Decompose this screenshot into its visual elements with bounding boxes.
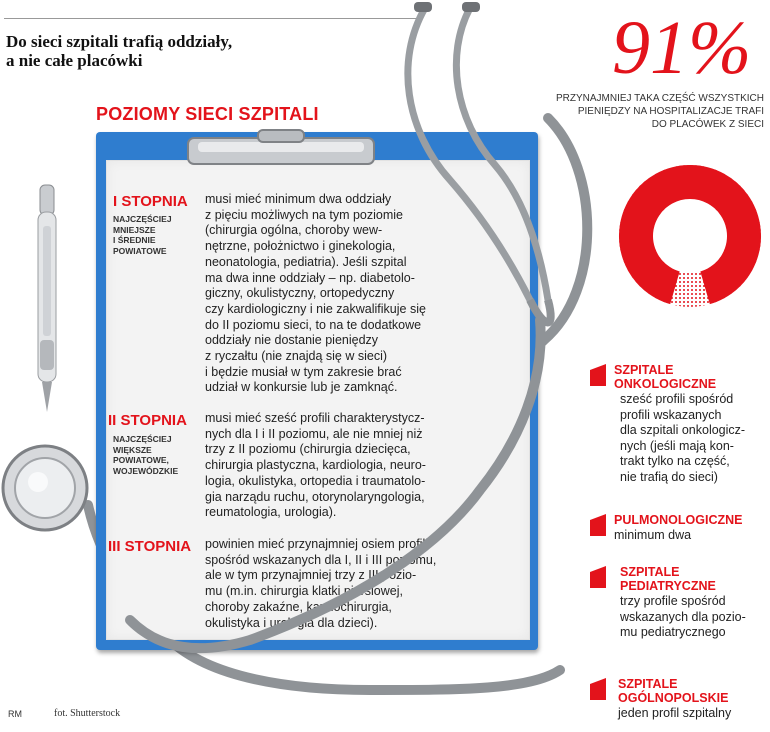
headline: Do sieci szpitali trafią oddziały, a nie… (6, 32, 232, 70)
fact-title: SZPITALE ONKOLOGICZNE (614, 363, 717, 391)
fact-title: SZPITALE PEDIATRYCZNE (620, 565, 716, 593)
percent-figure: 91% (612, 6, 752, 90)
headline-line-1: Do sieci szpitali trafią oddziały, (6, 32, 233, 51)
clipboard-paper (106, 160, 530, 640)
level-2-subtitle: NAJCZĘŚCIEJ WIĘKSZE POWIATOWE, WOJEWÓDZK… (113, 434, 179, 476)
fact-title: SZPITALE OGÓLNOPOLSKIE (618, 677, 729, 705)
red-marker-icon (590, 514, 606, 536)
chest-piece-icon (1, 444, 89, 532)
red-marker-icon (590, 566, 606, 588)
level-1-text: musi mieć minimum dwa oddziały z pięciu … (205, 192, 426, 395)
level-2-title: II STOPNIA (108, 412, 187, 429)
pen-icon (37, 184, 57, 412)
donut-share-segment (619, 165, 761, 305)
level-1-title: I STOPNIA (113, 193, 188, 210)
level-3-title: III STOPNIA (108, 538, 192, 555)
red-marker-icon (590, 678, 606, 700)
fact-text: minimum dwa (614, 528, 692, 542)
section-title: POZIOMY SIECI SZPITALI (96, 104, 319, 124)
fact-text: sześć profili spośród profili wskazanych… (620, 392, 746, 484)
level-1-subtitle: NAJCZĘŚCIEJ MNIEJSZE I ŚREDNIE POWIATOWE (113, 214, 172, 256)
percent-caption: PRZYNAJMNIEJ TAKA CZĘŚĆ WSZYSTKICH PIENI… (556, 93, 764, 130)
photo-credit: fot. Shutterstock (54, 708, 121, 719)
top-rule (4, 18, 420, 19)
share-donut-chart (619, 165, 761, 307)
author-credit: RM (8, 709, 22, 719)
level-2-text: musi mieć sześć profili charakterystycz-… (205, 411, 426, 520)
fact-title: PULMONOLOGICZNE (614, 513, 743, 527)
headline-line-2: a nie całe placówki (6, 51, 143, 70)
fact-text: jeden profil szpitalny (618, 706, 732, 720)
clipboard-clip-icon (187, 129, 375, 165)
fact-text: trzy profile spośród wskazanych dla pozi… (620, 594, 746, 639)
red-marker-icon (590, 364, 606, 386)
